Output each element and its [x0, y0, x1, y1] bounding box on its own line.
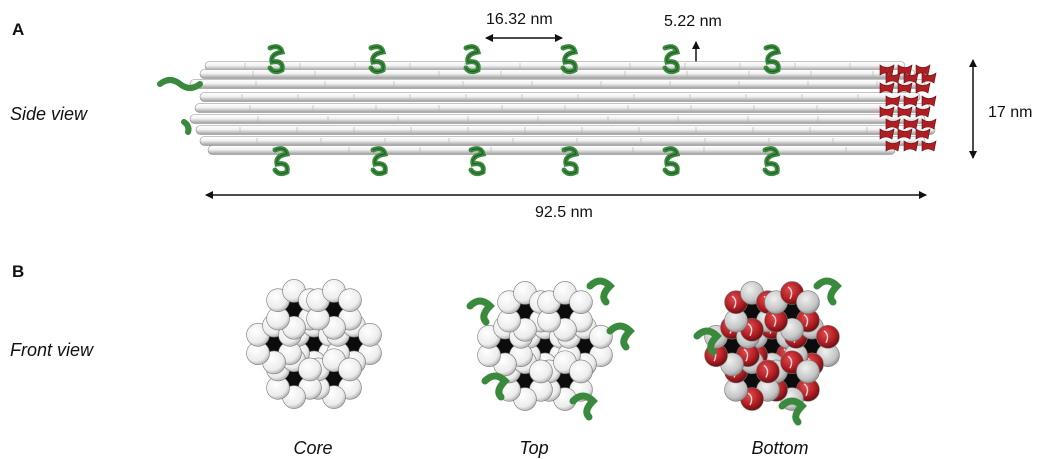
front-view-top: [466, 277, 635, 421]
rod-end: [569, 290, 593, 314]
green-helix: [463, 44, 482, 75]
green-helix: [561, 146, 580, 177]
green-helix: [586, 277, 615, 306]
rod: [199, 136, 926, 146]
red-cap-segment: [921, 95, 937, 107]
front-view-bottom: [693, 277, 842, 426]
rod-end: [338, 357, 362, 382]
red-cap-segment: [897, 82, 913, 94]
rod-end: [298, 357, 322, 382]
rod: [199, 92, 921, 102]
caption-bottom: Bottom: [751, 438, 809, 458]
front-view-label: Front view: [10, 340, 94, 360]
red-cap-segment: [915, 64, 931, 76]
red-cap-segment: [903, 140, 919, 152]
red-cap-highlight: [747, 323, 753, 337]
red-cap-highlight: [787, 355, 793, 369]
panel-b-label: B: [12, 262, 25, 281]
helix-edge: [765, 46, 779, 73]
helix-edge: [269, 46, 283, 73]
side-view-label: Side view: [10, 104, 88, 124]
rod: [189, 114, 926, 124]
rod-end: [529, 359, 553, 384]
side-view-bundle: [157, 44, 937, 177]
green-helix: [813, 277, 842, 306]
red-cap-segment: [897, 128, 913, 140]
red-cap-segment: [915, 106, 931, 118]
green-helix: [466, 297, 495, 326]
green-helix: [763, 44, 782, 75]
red-cap-segment: [903, 95, 919, 107]
panel-a-label: A: [12, 20, 25, 39]
rod-end: [358, 322, 382, 347]
green-helix: [560, 44, 579, 75]
helix-edge: [764, 148, 778, 175]
rod: [194, 103, 931, 113]
red-cap-segment: [897, 64, 913, 76]
red-cap-highlight: [743, 348, 749, 362]
red-cap-segment: [879, 82, 895, 94]
helix-edge: [274, 148, 288, 175]
rod: [189, 79, 926, 89]
rod-end: [338, 288, 362, 312]
helix-edge: [372, 148, 386, 175]
red-cap-segment: [915, 128, 931, 140]
rod: [207, 145, 896, 155]
diameter-dimension-label: 17 nm: [988, 104, 1033, 121]
length-dimension-label: 92.5 nm: [535, 204, 593, 221]
rod: [204, 61, 906, 71]
red-cap-segment: [879, 64, 895, 76]
red-cap-segment: [921, 72, 937, 84]
green-helix: [370, 146, 389, 177]
red-cap-segment: [879, 128, 895, 140]
rod: [195, 125, 936, 135]
rod: [199, 69, 916, 79]
helix-edge: [370, 46, 384, 73]
caption-core: Core: [293, 438, 333, 458]
caption-top: Top: [519, 438, 549, 458]
helix-edge: [563, 148, 577, 175]
green-helix-left: [157, 77, 203, 91]
green-helix: [468, 146, 487, 177]
rod-end: [796, 359, 820, 384]
green-helix: [481, 372, 510, 401]
green-helix: [272, 146, 291, 177]
red-cap-segment: [921, 118, 937, 130]
green-helix: [368, 44, 387, 75]
red-cap-highlight: [787, 286, 793, 300]
red-cap-segment: [921, 140, 937, 152]
red-cap-highlight: [803, 383, 809, 397]
red-cap-highlight: [803, 313, 809, 327]
spacing-dimension-label: 16.32 nm: [486, 11, 553, 28]
front-view-core: [246, 279, 382, 409]
red-cap-segment: [885, 140, 901, 152]
red-cap-segment: [915, 82, 931, 94]
red-cap-segment: [879, 106, 895, 118]
helix-edge: [470, 148, 484, 175]
red-cap-segment: [897, 106, 913, 118]
green-helix: [693, 327, 722, 356]
green-helix: [662, 44, 681, 75]
red-cap-highlight: [771, 313, 777, 327]
helix-edge: [664, 148, 678, 175]
green-helix: [762, 146, 781, 177]
green-helix: [569, 392, 598, 421]
green-helix: [606, 322, 635, 351]
green-helix: [662, 146, 681, 177]
red-cap-highlight: [747, 392, 753, 406]
green-helix: [267, 44, 286, 75]
red-cap-highlight: [731, 295, 737, 309]
helix-edge: [465, 46, 479, 73]
red-cap-highlight: [823, 330, 829, 344]
helix-edge: [562, 46, 576, 73]
height-dimension-label: 5.22 nm: [664, 13, 722, 30]
green-helix: [778, 397, 807, 426]
rod-end: [569, 359, 593, 384]
rod-end: [796, 290, 820, 314]
red-cap-segment: [885, 95, 901, 107]
green-helix-left: [181, 119, 192, 135]
red-cap-highlight: [763, 364, 769, 378]
helix-edge: [664, 46, 678, 73]
